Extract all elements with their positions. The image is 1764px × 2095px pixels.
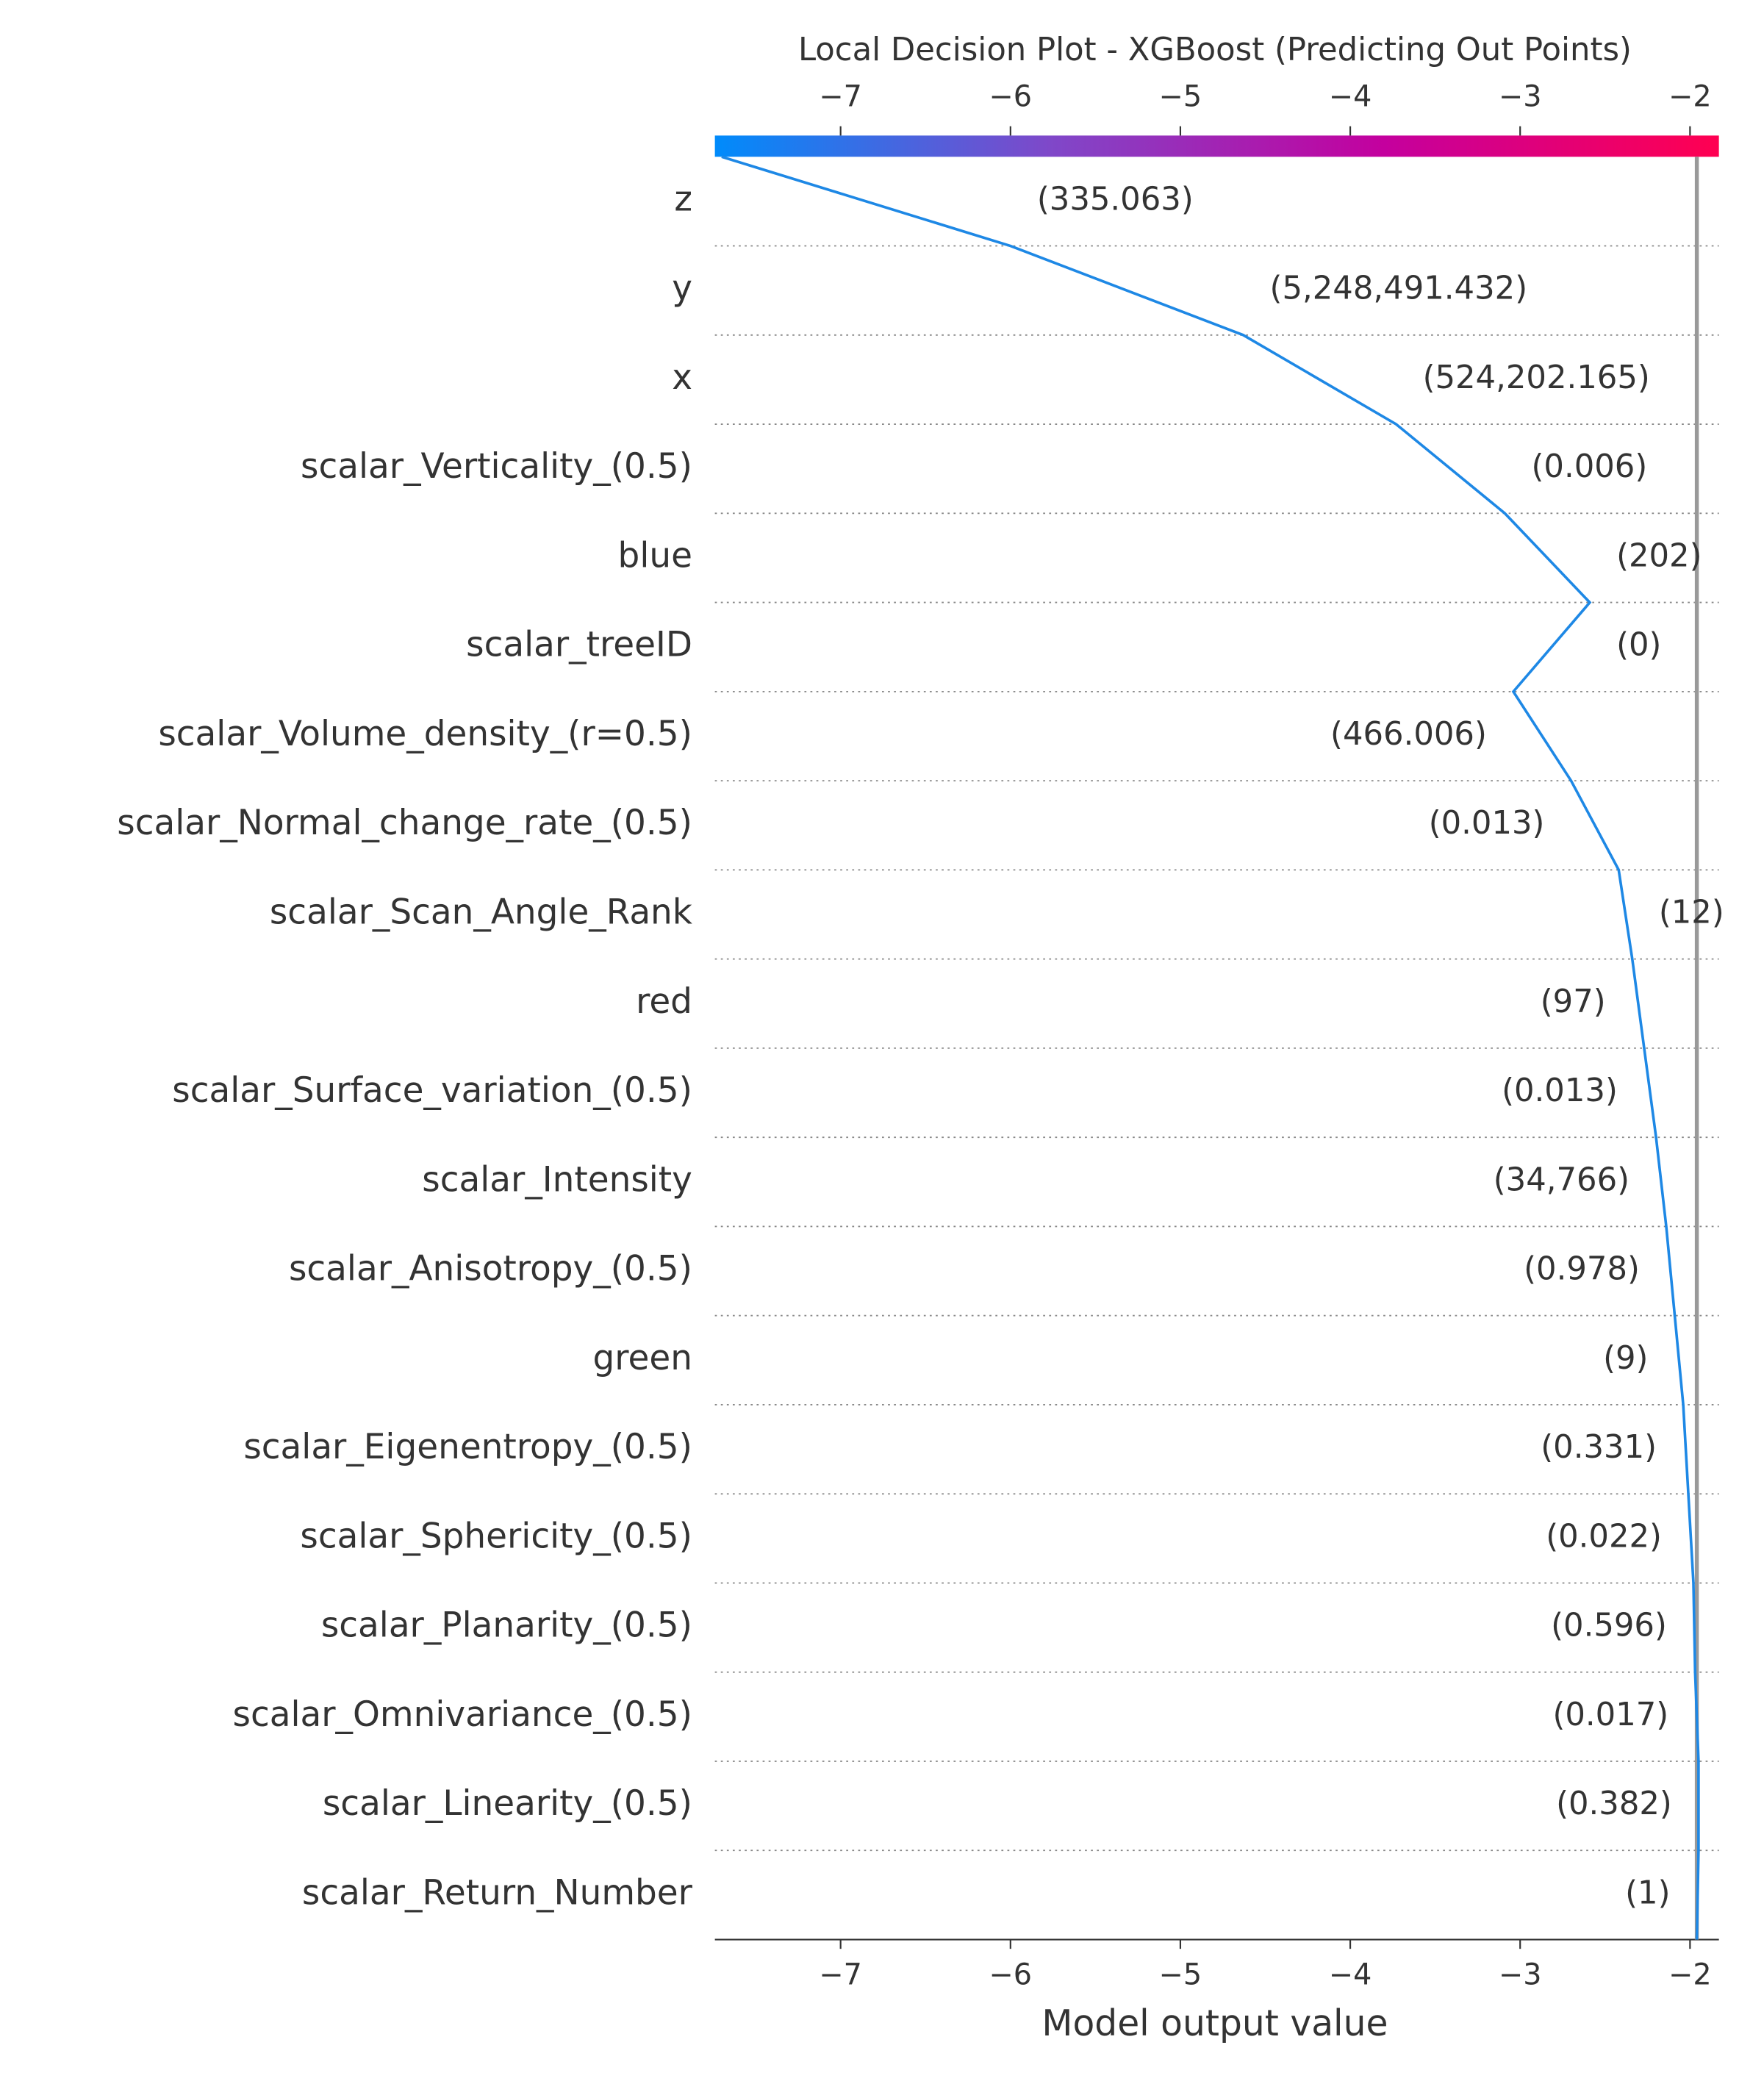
colorbar-tick-label: −7: [819, 79, 862, 113]
colorbar-tick-label: −3: [1499, 79, 1542, 113]
feature-label: scalar_Omnivariance_(0.5): [233, 1694, 692, 1735]
feature-label: scalar_Eigenentropy_(0.5): [243, 1427, 692, 1467]
feature-value-label: (0.013): [1502, 1072, 1618, 1109]
feature-label: x: [672, 357, 692, 398]
feature-label: scalar_Scan_Angle_Rank: [270, 892, 693, 933]
chart-title: Local Decision Plot - XGBoost (Predictin…: [798, 32, 1632, 68]
colorbar: [714, 135, 1719, 157]
feature-label: scalar_Verticality_(0.5): [301, 446, 692, 487]
x-tick-label: −5: [1159, 1958, 1202, 1992]
feature-value-label: (0.596): [1551, 1608, 1667, 1644]
feature-label: scalar_Volume_density_(r=0.5): [158, 714, 692, 754]
feature-value-label: (0.331): [1541, 1429, 1657, 1466]
x-tick-label: −4: [1329, 1958, 1372, 1992]
feature-label: scalar_treeID: [466, 625, 692, 665]
feature-label: scalar_Anisotropy_(0.5): [289, 1249, 692, 1289]
feature-value-label: (5,248,491.432): [1270, 271, 1528, 307]
feature-label: y: [672, 268, 692, 309]
feature-label: red: [636, 981, 692, 1022]
x-axis-label: Model output value: [1041, 2003, 1388, 2044]
feature-label: scalar_Surface_variation_(0.5): [172, 1070, 692, 1111]
feature-label: z: [674, 179, 692, 219]
x-tick-label: −3: [1499, 1958, 1542, 1992]
colorbar-tick-label: −2: [1668, 79, 1712, 113]
colorbar-tick-label: −6: [989, 79, 1033, 113]
decision-line: [721, 155, 1700, 1940]
feature-value-label: (0.017): [1552, 1697, 1668, 1733]
x-tick-label: −6: [989, 1958, 1033, 1992]
x-tick-label: −2: [1668, 1958, 1712, 1992]
feature-label: green: [592, 1338, 692, 1378]
feature-value-label: (0.022): [1546, 1518, 1662, 1555]
feature-label: scalar_Sphericity_(0.5): [300, 1516, 692, 1556]
colorbar-tick-label: −4: [1329, 79, 1372, 113]
feature-value-label: (0.978): [1524, 1251, 1640, 1288]
feature-value-label: (1): [1625, 1874, 1670, 1911]
feature-value-label: (335.063): [1037, 181, 1194, 218]
feature-label: blue: [618, 535, 692, 576]
feature-value-label: (34,766): [1494, 1161, 1629, 1198]
feature-value-label: (0.006): [1532, 448, 1648, 485]
feature-value-label: (524,202.165): [1423, 359, 1650, 396]
feature-value-label: (0.013): [1429, 805, 1545, 842]
feature-value-label: (466.006): [1330, 716, 1487, 753]
feature-value-label: (9): [1603, 1340, 1648, 1377]
feature-value-label: (0): [1616, 627, 1661, 664]
feature-value-label: (12): [1659, 895, 1724, 931]
feature-label: scalar_Intensity: [422, 1159, 692, 1200]
feature-label: scalar_Planarity_(0.5): [321, 1605, 692, 1646]
feature-label: scalar_Normal_change_rate_(0.5): [117, 803, 692, 843]
feature-value-label: (97): [1541, 984, 1606, 1020]
feature-value-label: (202): [1616, 537, 1702, 574]
colorbar-tick-label: −5: [1159, 79, 1202, 113]
feature-label: scalar_Linearity_(0.5): [323, 1783, 692, 1824]
feature-label: scalar_Return_Number: [302, 1872, 693, 1913]
feature-value-label: (0.382): [1556, 1786, 1672, 1822]
x-tick-label: −7: [819, 1958, 862, 1992]
